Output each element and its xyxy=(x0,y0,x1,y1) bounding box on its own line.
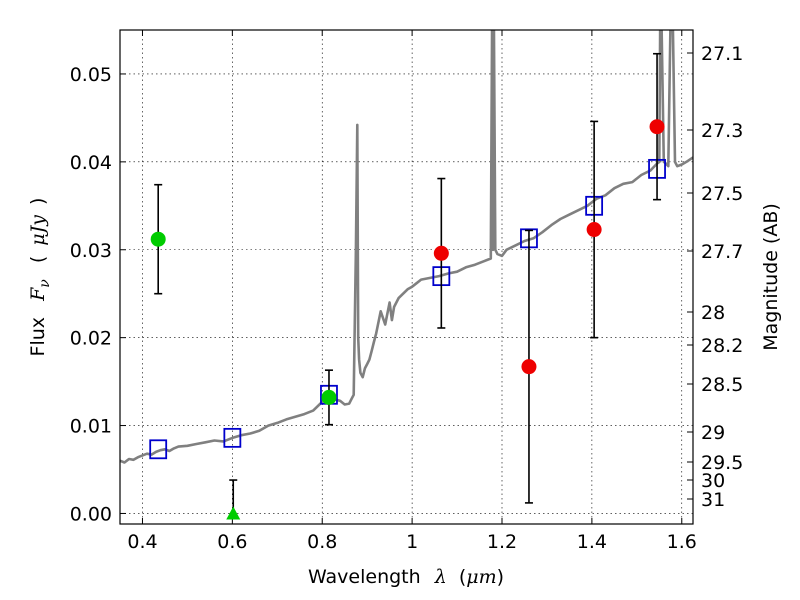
x-axis-title: Wavelength λ (μm) xyxy=(308,566,504,588)
x-axis-title-prefix: Wavelength xyxy=(308,566,421,588)
model-spectrum-line xyxy=(120,30,693,464)
x-tick-label: 1.4 xyxy=(577,531,607,553)
y-axis-title-prefix: Flux xyxy=(27,317,49,357)
magnitude-tick-label: 29 xyxy=(701,422,725,444)
y-tick-label: 0.04 xyxy=(70,152,112,174)
magnitude-tick-label: 28.5 xyxy=(701,374,743,396)
x-tick-label: 0.4 xyxy=(127,531,157,553)
plot-frame xyxy=(119,29,694,525)
red-photometry-point xyxy=(586,222,602,238)
y-tick-label: 0.03 xyxy=(70,240,112,262)
green-photometry-point xyxy=(321,389,337,405)
magnitude-tick-label: 28 xyxy=(701,302,725,324)
magnitude-tick-label: 28.2 xyxy=(701,335,743,357)
y-tick-label: 0.05 xyxy=(70,64,112,86)
x-axis-unit: μm xyxy=(466,566,496,588)
magnitude-tick-label: 27.7 xyxy=(701,241,743,263)
x-axis-symbol: λ xyxy=(434,566,447,588)
magnitude-tick-label: 31 xyxy=(701,489,725,511)
x-tick-label: 0.8 xyxy=(307,531,337,553)
y-axis-unit-close: ) xyxy=(27,198,49,205)
upper-limit-triangle xyxy=(226,506,241,520)
y-axis-unit: μJy xyxy=(27,215,49,246)
grid-lines xyxy=(120,30,693,524)
y-tick-label: 0.02 xyxy=(70,328,112,350)
green-photometry-point xyxy=(150,231,166,247)
x-tick-label: 1.2 xyxy=(487,531,517,553)
model-flux-square xyxy=(223,427,242,448)
axis-ticks: 0.4 0.6 0.8 1 1.2 1.4 1.6 0.00 0.01 0.02 0.03 0.04 0… xyxy=(70,30,743,553)
x-tick-label: 1 xyxy=(406,531,418,553)
y-axis-unit-open: ( xyxy=(27,256,49,263)
magnitude-tick-label: 27.5 xyxy=(701,183,743,205)
y-axis-symbol: F xyxy=(27,287,49,302)
model-flux-square xyxy=(149,439,168,460)
magnitude-tick-label: 27.1 xyxy=(701,43,743,65)
x-tick-label: 1.6 xyxy=(667,531,697,553)
x-axis-unit-open: ( xyxy=(459,566,466,588)
magnitude-tick-label: 27.3 xyxy=(701,120,743,142)
y-tick-label: 0.00 xyxy=(70,503,112,525)
y-axis-title: Flux Fν ( μJy ) xyxy=(27,198,54,357)
red-photometry-point xyxy=(649,119,665,135)
y-tick-label: 0.01 xyxy=(70,416,112,438)
red-photometry-point xyxy=(433,245,449,261)
y-axis-subscript: ν xyxy=(37,279,53,288)
plot-area xyxy=(120,30,693,514)
magnitude-tick-label: 30 xyxy=(701,470,725,492)
right-axis-title: Magnitude (AB) xyxy=(760,203,782,351)
x-axis-unit-close: ) xyxy=(497,566,504,588)
red-photometry-point xyxy=(521,359,537,375)
x-tick-label: 0.6 xyxy=(217,531,247,553)
magnitude-tick-label: 29.5 xyxy=(701,452,743,474)
